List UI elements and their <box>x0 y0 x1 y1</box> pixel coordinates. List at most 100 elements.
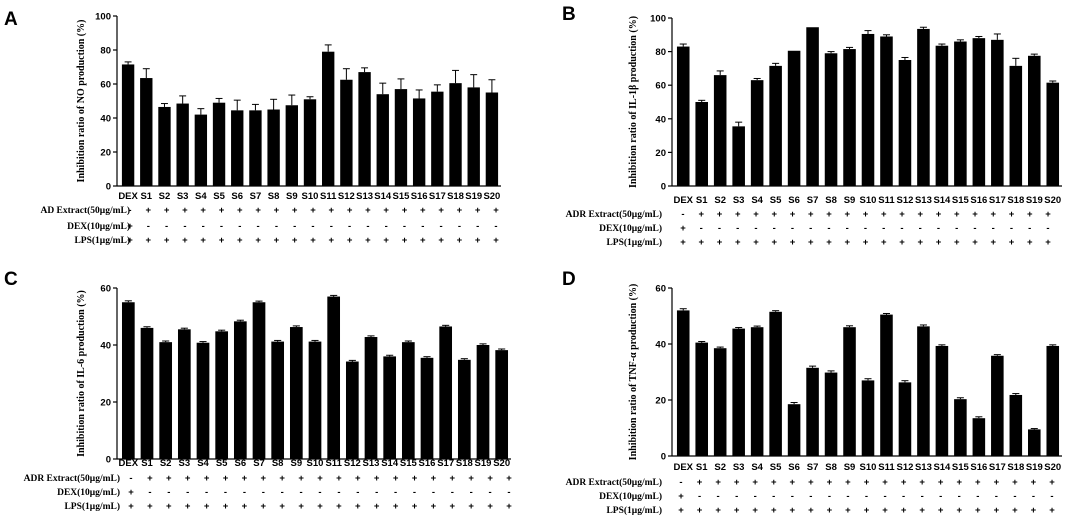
bar-d-s5 <box>769 311 782 456</box>
bar-a-s16 <box>412 98 426 186</box>
condition-sign-c: + <box>355 501 361 512</box>
y-tick-label-b: 40 <box>655 114 666 125</box>
bar-c-s6 <box>233 321 247 459</box>
condition-label-c: DEX(10μg/mL) <box>57 487 120 498</box>
bar-b-s6 <box>787 50 801 187</box>
bar-d-s9 <box>843 327 856 456</box>
condition-sign-d: + <box>808 505 814 516</box>
condition-sign-a: - <box>128 205 131 216</box>
bar-b-s14 <box>935 45 949 186</box>
condition-sign-d: + <box>1031 505 1037 516</box>
condition-sign-b: + <box>826 209 832 220</box>
condition-sign-d: + <box>715 505 721 516</box>
condition-sign-d: - <box>1032 491 1035 502</box>
condition-sign-c: + <box>279 473 285 484</box>
x-tick-label-d: S4 <box>751 462 763 473</box>
condition-sign-d: + <box>956 505 962 516</box>
condition-sign-d: + <box>845 505 851 516</box>
condition-label-b: ADR Extract(50μg/mL) <box>566 209 662 220</box>
condition-sign-d: + <box>827 505 833 516</box>
condition-sign-b: + <box>954 209 960 220</box>
condition-sign-b: + <box>717 237 723 248</box>
condition-sign-b: + <box>936 237 942 248</box>
x-tick-label-b: S6 <box>788 195 800 206</box>
condition-sign-c: - <box>337 487 340 498</box>
condition-sign-a: + <box>292 205 298 216</box>
bar-a-s2 <box>158 106 171 186</box>
bar-a-s6 <box>231 110 244 186</box>
condition-label-b: LPS(1μg/mL) <box>606 237 662 248</box>
condition-sign-b: + <box>1009 237 1015 248</box>
x-tick-label-d: S5 <box>770 462 782 473</box>
condition-sign-a: - <box>421 221 424 232</box>
condition-sign-a: - <box>275 221 278 232</box>
condition-sign-c: + <box>185 473 191 484</box>
condition-sign-a: + <box>219 235 225 246</box>
x-tick-label-a: S10 <box>302 191 319 202</box>
bar-a-s18 <box>449 83 462 186</box>
condition-sign-d: + <box>919 505 925 516</box>
bar-d-dex <box>676 310 690 456</box>
condition-sign-a: - <box>330 221 333 232</box>
x-tick-label-b: S11 <box>878 195 895 206</box>
condition-sign-b: - <box>773 223 776 234</box>
x-tick-label-a: S11 <box>320 191 337 202</box>
condition-sign-a: + <box>420 205 426 216</box>
bar-d-s2 <box>713 348 727 456</box>
x-tick-label-a: S20 <box>483 191 500 202</box>
y-tick-label-a: 20 <box>100 148 111 159</box>
condition-sign-a: + <box>310 205 316 216</box>
condition-sign-b: + <box>844 209 850 220</box>
bar-c-s19 <box>476 345 490 459</box>
bar-c-s16 <box>420 357 434 459</box>
condition-sign-d: - <box>1013 491 1016 502</box>
bar-c-s10 <box>308 341 322 459</box>
bar-a-s17 <box>431 91 444 186</box>
x-tick-label-a: DEX <box>118 191 138 202</box>
x-tick-label-d: S18 <box>1007 462 1024 473</box>
x-tick-label-a: S8 <box>268 191 280 202</box>
x-tick-label-b: DEX <box>673 195 693 206</box>
condition-sign-b: + <box>735 237 741 248</box>
condition-sign-b: - <box>736 223 739 234</box>
condition-sign-c: - <box>489 487 492 498</box>
condition-sign-d: + <box>864 477 870 488</box>
x-tick-label-c: S1 <box>141 458 153 469</box>
condition-sign-b: + <box>808 237 814 248</box>
condition-sign-b: + <box>1045 209 1051 220</box>
bar-b-s1 <box>695 102 708 186</box>
condition-sign-a: + <box>310 235 316 246</box>
y-tick-label-a: 60 <box>100 80 111 91</box>
condition-sign-c: + <box>298 501 304 512</box>
y-tick-label-a: 0 <box>106 182 111 193</box>
condition-sign-a: - <box>458 221 461 232</box>
condition-sign-c: + <box>487 473 493 484</box>
y-tick-label-c: 0 <box>106 455 111 466</box>
bar-c-s18 <box>457 359 471 459</box>
condition-sign-b: + <box>899 237 905 248</box>
condition-sign-a: + <box>146 205 152 216</box>
condition-sign-b: + <box>954 237 960 248</box>
condition-sign-d: - <box>772 491 775 502</box>
condition-sign-d: + <box>845 477 851 488</box>
x-tick-label-d: S20 <box>1044 462 1061 473</box>
x-tick-label-c: S6 <box>235 458 247 469</box>
condition-sign-d: - <box>754 491 757 502</box>
condition-sign-c: + <box>393 501 399 512</box>
panel-letter-d: D <box>562 269 576 290</box>
condition-sign-c: - <box>243 487 246 498</box>
x-tick-label-c: S20 <box>493 458 510 469</box>
condition-sign-b: + <box>881 209 887 220</box>
condition-sign-a: + <box>383 205 389 216</box>
condition-sign-b: - <box>919 223 922 234</box>
bar-c-s13 <box>364 337 378 459</box>
condition-sign-c: + <box>261 473 267 484</box>
condition-sign-d: + <box>864 505 870 516</box>
y-tick-label-a: 40 <box>100 114 111 125</box>
condition-sign-c: + <box>166 473 172 484</box>
condition-sign-c: - <box>262 487 265 498</box>
condition-sign-b: - <box>700 223 703 234</box>
x-tick-label-a: S17 <box>429 191 446 202</box>
bar-a-s13 <box>358 72 371 186</box>
condition-sign-a: + <box>402 205 408 216</box>
